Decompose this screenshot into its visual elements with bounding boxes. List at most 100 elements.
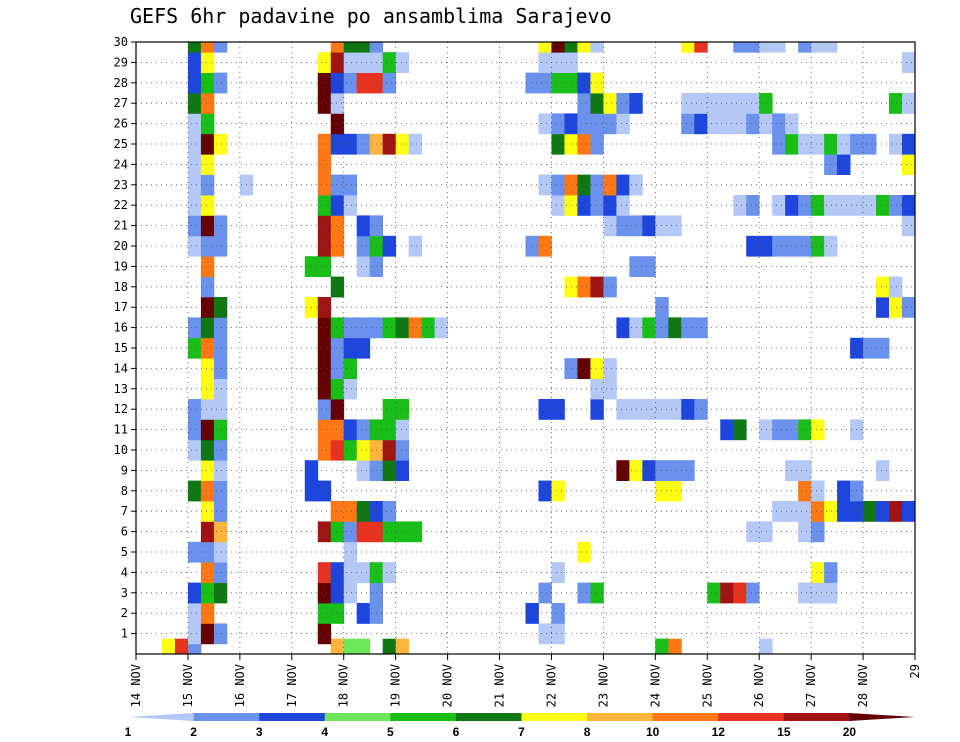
heatmap-cell <box>694 113 708 135</box>
heatmap-cell <box>187 419 202 441</box>
heatmap-cell <box>187 52 202 73</box>
heatmap-cell <box>772 419 786 441</box>
heatmap-cell <box>733 419 747 441</box>
heatmap-cell <box>590 399 604 420</box>
heatmap-cell <box>824 235 838 257</box>
heatmap-cell <box>200 72 215 94</box>
heatmap-cell <box>382 52 397 73</box>
x-tick-label: 25 NOV <box>700 664 714 707</box>
y-tick-label: 5 <box>121 545 128 559</box>
heatmap-cell <box>382 399 397 420</box>
heatmap-cell <box>837 480 851 502</box>
heatmap-cell <box>577 113 591 135</box>
y-tick-label: 26 <box>114 117 128 131</box>
y-tick-label: 11 <box>114 423 128 437</box>
heatmap-cell <box>551 623 565 645</box>
heatmap-cell <box>317 439 332 461</box>
y-tick-label: 2 <box>121 606 128 620</box>
heatmap-cell <box>200 276 215 298</box>
colorbar-label: 15 <box>777 725 791 739</box>
heatmap-cell <box>356 52 371 73</box>
heatmap-cell <box>213 521 228 543</box>
heatmap-cell <box>733 93 747 114</box>
heatmap-cell <box>616 174 630 196</box>
x-tick-label: 14 NOV <box>129 664 143 707</box>
heatmap-cell <box>187 42 202 53</box>
heatmap-cell <box>538 42 552 53</box>
heatmap-cell <box>551 174 565 196</box>
heatmap-cell <box>187 541 202 563</box>
heatmap-cell <box>538 113 552 135</box>
colorbar-segment <box>849 713 915 721</box>
heatmap-cell <box>681 399 695 420</box>
x-tick-label: 16 NOV <box>233 664 247 707</box>
heatmap-cell <box>603 358 617 379</box>
heatmap-cell <box>317 133 332 155</box>
heatmap-cell <box>668 399 682 420</box>
heatmap-cell <box>187 603 202 624</box>
heatmap-cell <box>317 480 332 502</box>
heatmap-cell <box>187 337 202 359</box>
heatmap-cell <box>733 195 747 216</box>
heatmap-cell <box>213 399 228 420</box>
heatmap-cell <box>837 501 851 522</box>
heatmap-cell <box>330 276 345 298</box>
colorbar-label: 10 <box>646 725 660 739</box>
x-tick-label: 20 NOV <box>441 664 455 707</box>
heatmap-cell <box>811 42 825 53</box>
heatmap-cell <box>317 399 332 420</box>
heatmap-cell <box>395 52 410 73</box>
heatmap-cell <box>187 195 202 216</box>
heatmap-cell <box>200 623 215 645</box>
heatmap-cell <box>681 113 695 135</box>
heatmap-cell <box>421 317 436 339</box>
heatmap-cell <box>356 501 371 522</box>
heatmap-cell <box>551 133 565 155</box>
heatmap-cell <box>668 317 682 339</box>
heatmap-cell <box>772 501 786 522</box>
heatmap-cell <box>382 235 397 257</box>
heatmap-cell <box>317 154 332 175</box>
colorbar-label: 12 <box>712 725 726 739</box>
heatmap-cell <box>655 215 669 237</box>
heatmap-cell <box>356 439 371 461</box>
colorbar-label: 1 <box>125 725 132 739</box>
heatmap-cell <box>798 419 812 441</box>
heatmap-cell <box>200 52 215 73</box>
colorbar-label: 7 <box>518 725 525 739</box>
heatmap-cell <box>590 276 604 298</box>
heatmap-cell <box>213 582 228 604</box>
heatmap-cell <box>200 154 215 175</box>
y-tick-label: 8 <box>121 484 128 498</box>
heatmap-cell <box>213 235 228 257</box>
heatmap-cell <box>213 337 228 359</box>
heatmap-cell <box>343 133 358 155</box>
heatmap-cell <box>343 52 358 73</box>
heatmap-cell <box>213 215 228 237</box>
heatmap-cell <box>187 133 202 155</box>
heatmap-cell <box>759 113 773 135</box>
heatmap-cell <box>317 358 332 379</box>
heatmap-cell <box>616 93 630 114</box>
heatmap-cell <box>863 501 877 522</box>
heatmap-cell <box>356 337 371 359</box>
heatmap-cell <box>343 439 358 461</box>
heatmap-cell <box>187 215 202 237</box>
heatmap-cell <box>616 113 630 135</box>
heatmap-cell <box>551 42 565 53</box>
heatmap-cell <box>395 460 410 481</box>
heatmap-cell <box>668 215 682 237</box>
heatmap-cell <box>538 480 552 502</box>
heatmap-cell <box>356 72 371 94</box>
heatmap-cell <box>590 93 604 114</box>
heatmap-cell <box>772 195 786 216</box>
x-tick-label: 21 NOV <box>493 664 507 707</box>
heatmap-cell <box>538 174 552 196</box>
heatmap-cell <box>356 603 371 624</box>
y-tick-label: 7 <box>121 504 128 518</box>
heatmap-cell <box>213 623 228 645</box>
colorbar-segment <box>718 713 785 721</box>
heatmap-cell <box>187 623 202 645</box>
heatmap-cell <box>603 195 617 216</box>
